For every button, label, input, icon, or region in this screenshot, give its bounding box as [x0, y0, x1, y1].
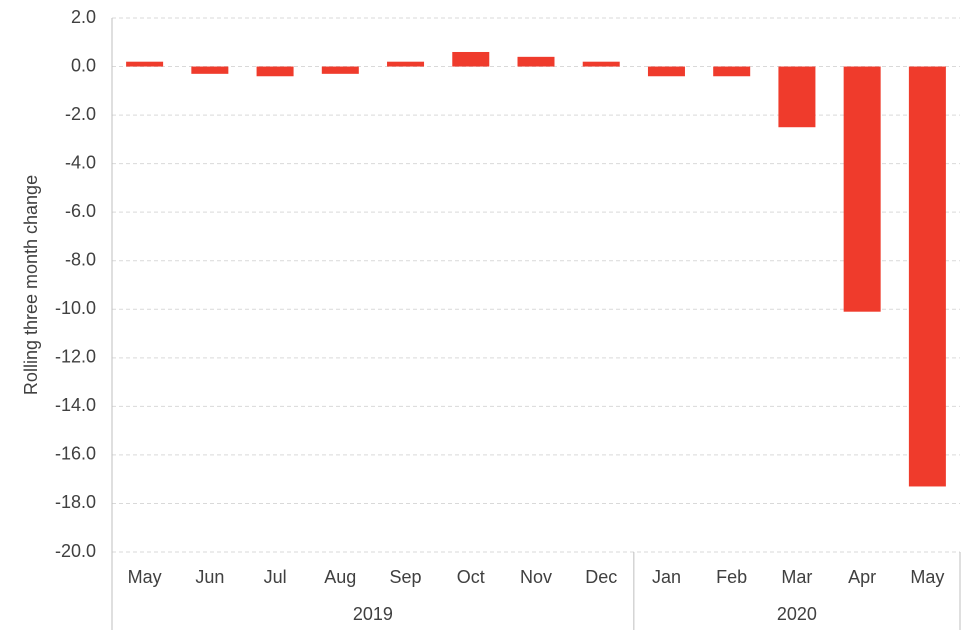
x-tick-label: Jul — [264, 567, 287, 587]
y-axis-label: Rolling three month change — [21, 175, 41, 395]
y-tick-label: -14.0 — [55, 395, 96, 415]
bar — [647, 66, 685, 77]
x-tick-label: Aug — [324, 567, 356, 587]
x-tick-label: May — [128, 567, 162, 587]
y-tick-label: -20.0 — [55, 541, 96, 561]
y-tick-label: -6.0 — [65, 201, 96, 221]
x-tick-label: Nov — [520, 567, 552, 587]
y-tick-label: -2.0 — [65, 104, 96, 124]
y-tick-label: -4.0 — [65, 152, 96, 172]
y-tick-label: -12.0 — [55, 347, 96, 367]
bar — [908, 66, 946, 487]
x-tick-label: Jun — [195, 567, 224, 587]
x-tick-label: Oct — [457, 567, 485, 587]
group-label: 2020 — [777, 604, 817, 624]
x-tick-label: May — [910, 567, 944, 587]
y-tick-label: 0.0 — [71, 55, 96, 75]
x-tick-label: Feb — [716, 567, 747, 587]
bar — [713, 66, 751, 77]
x-tick-label: Apr — [848, 567, 876, 587]
x-tick-label: Jan — [652, 567, 681, 587]
bar — [778, 66, 816, 128]
bar — [517, 56, 555, 67]
y-tick-label: -16.0 — [55, 444, 96, 464]
bar — [843, 66, 881, 312]
bar — [321, 66, 359, 74]
y-tick-label: -18.0 — [55, 492, 96, 512]
bar — [582, 61, 620, 67]
bar — [387, 61, 425, 67]
y-tick-label: -8.0 — [65, 249, 96, 269]
bar — [256, 66, 294, 77]
x-tick-label: Dec — [585, 567, 617, 587]
x-tick-label: Mar — [781, 567, 812, 587]
group-label: 2019 — [353, 604, 393, 624]
bar — [452, 51, 490, 67]
x-tick-label: Sep — [390, 567, 422, 587]
y-tick-label: 2.0 — [71, 7, 96, 27]
bar — [126, 61, 164, 67]
y-tick-label: -10.0 — [55, 298, 96, 318]
bar — [191, 66, 229, 74]
